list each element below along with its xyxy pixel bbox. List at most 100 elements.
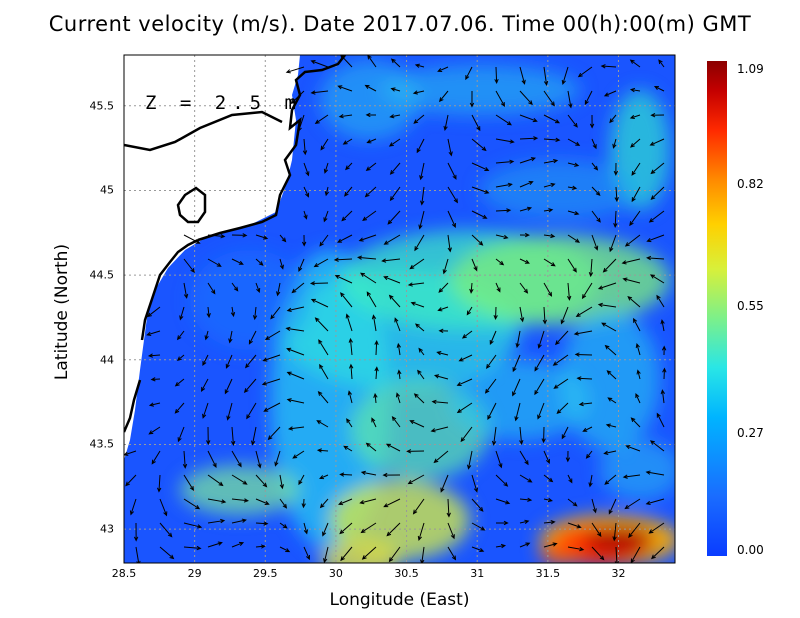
- velocity-arrow: [519, 114, 538, 123]
- velocity-arrow: [413, 393, 425, 404]
- velocity-arrow: [575, 306, 593, 317]
- velocity-arrow: [447, 546, 457, 561]
- velocity-arrow: [534, 378, 545, 396]
- velocity-arrow: [621, 258, 641, 265]
- velocity-arrow: [437, 66, 449, 72]
- velocity-arrow: [262, 354, 281, 362]
- velocity-arrow: [446, 498, 451, 518]
- velocity-arrow: [471, 498, 484, 512]
- velocity-arrow: [584, 90, 593, 106]
- velocity-arrow: [591, 498, 597, 514]
- velocity-arrow: [514, 402, 521, 422]
- velocity-arrow: [471, 234, 484, 246]
- velocity-arrow: [365, 442, 377, 452]
- velocity-arrow: [301, 498, 306, 509]
- velocity-arrow: [650, 186, 665, 200]
- velocity-arrow: [648, 210, 665, 223]
- velocity-arrow: [624, 498, 641, 510]
- velocity-arrow: [252, 306, 258, 321]
- velocity-arrow: [430, 426, 449, 433]
- velocity-arrow: [270, 306, 281, 320]
- velocity-arrow: [276, 282, 281, 297]
- velocity-arrow: [207, 541, 223, 548]
- velocity-arrow: [206, 426, 211, 446]
- velocity-arrow: [447, 162, 457, 180]
- velocity-arrow: [519, 306, 525, 323]
- velocity-arrow: [319, 474, 329, 480]
- velocity-arrow: [345, 313, 353, 332]
- velocity-arrow: [390, 87, 401, 92]
- velocity-arrow: [183, 258, 195, 274]
- speed-blob: [450, 360, 590, 440]
- velocity-arrow: [552, 354, 569, 366]
- velocity-arrow: [414, 63, 425, 68]
- velocity-arrow: [614, 186, 619, 203]
- velocity-arrow: [567, 162, 580, 167]
- y-tick-label: 44.5: [89, 268, 115, 282]
- velocity-arrow: [406, 449, 425, 454]
- velocity-arrow: [495, 520, 509, 526]
- velocity-arrow: [396, 342, 401, 356]
- colorbar-tick-label: 0.82: [737, 176, 764, 191]
- velocity-arrow: [407, 282, 425, 287]
- velocity-arrow: [316, 420, 329, 428]
- velocity-arrow: [543, 182, 556, 188]
- velocity-arrow: [323, 210, 329, 223]
- velocity-arrow: [541, 426, 546, 444]
- velocity-arrow: [373, 392, 378, 404]
- velocity-arrow: [591, 162, 599, 171]
- velocity-arrow: [250, 426, 257, 446]
- velocity-arrow: [183, 234, 201, 244]
- velocity-arrow: [588, 258, 594, 278]
- velocity-arrow: [202, 402, 209, 419]
- velocity-arrow: [484, 378, 497, 394]
- velocity-arrow: [255, 498, 270, 505]
- velocity-arrow: [291, 282, 305, 294]
- velocity-arrow: [334, 274, 353, 284]
- velocity-arrow: [310, 298, 329, 308]
- velocity-arrow: [414, 234, 425, 252]
- velocity-arrow: [156, 474, 162, 493]
- velocity-arrow: [495, 543, 507, 549]
- velocity-arrow: [318, 339, 329, 356]
- velocity-arrow: [366, 138, 377, 144]
- velocity-arrow: [597, 302, 617, 308]
- velocity-arrow: [612, 138, 617, 149]
- velocity-arrow: [246, 402, 257, 420]
- x-tick-label: 29: [187, 567, 202, 580]
- velocity-arrow: [576, 376, 593, 381]
- velocity-arrow: [601, 322, 617, 332]
- velocity-arrow: [303, 186, 310, 198]
- velocity-arrow: [297, 114, 305, 132]
- velocity-arrow: [597, 282, 617, 290]
- velocity-arrow: [567, 258, 577, 273]
- coastline: [124, 55, 346, 433]
- velocity-arrow: [433, 450, 449, 464]
- velocity-arrow: [338, 114, 353, 119]
- velocity-arrow: [339, 472, 353, 477]
- speed-blob: [560, 310, 660, 450]
- speed-field: [180, 60, 675, 563]
- velocity-arrow: [179, 306, 185, 321]
- velocity-arrow: [519, 450, 529, 466]
- velocity-arrow: [356, 255, 377, 260]
- velocity-arrow: [567, 474, 573, 484]
- velocity-arrow: [645, 498, 665, 506]
- velocity-arrow: [303, 546, 310, 561]
- velocity-arrow: [660, 389, 665, 404]
- velocity-arrow: [471, 258, 478, 272]
- velocity-arrow: [125, 474, 137, 487]
- velocity-arrow: [489, 330, 497, 346]
- velocity-arrow: [316, 448, 329, 453]
- velocity-arrow: [460, 426, 473, 443]
- velocity-arrow: [391, 416, 401, 428]
- velocity-arrow: [274, 450, 281, 467]
- velocity-arrow: [387, 210, 401, 225]
- velocity-arrow: [301, 234, 307, 247]
- velocity-arrow: [607, 397, 617, 404]
- depth-label: Z = 2.5 m: [145, 92, 302, 114]
- velocity-arrow: [567, 114, 578, 128]
- velocity-arrow: [433, 374, 449, 380]
- velocity-arrow: [323, 546, 329, 563]
- velocity-arrow: [630, 138, 641, 148]
